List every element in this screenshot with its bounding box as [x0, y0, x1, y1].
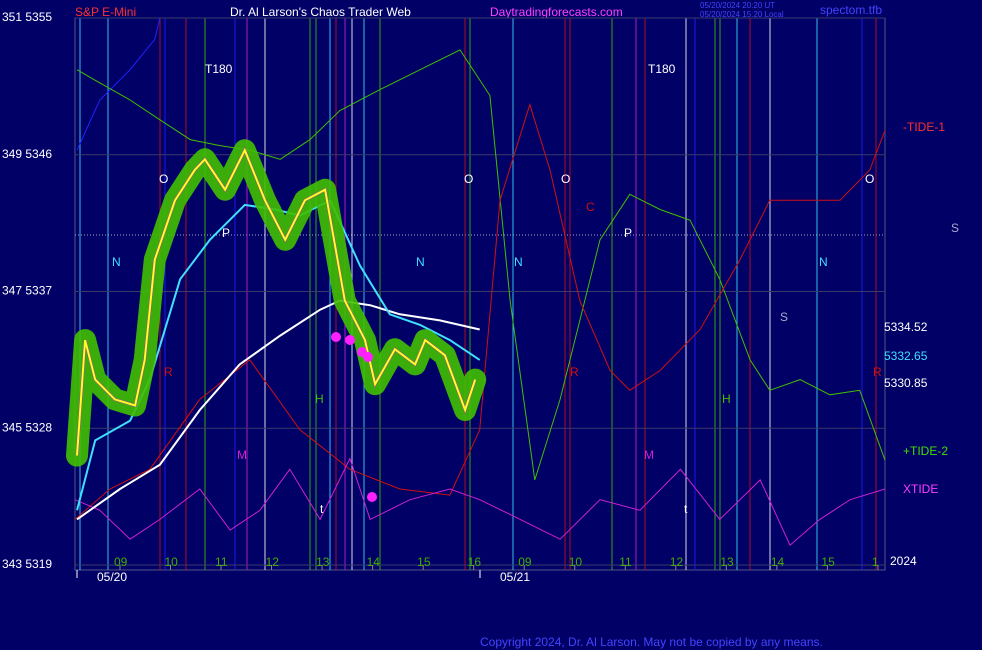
annotation: O [464, 172, 473, 186]
y-tick-label: 345 5328 [2, 420, 52, 434]
annotation: N [819, 255, 828, 269]
series-line [76, 299, 480, 521]
annotation: 5332.65 [884, 349, 928, 363]
x-tick-label: 14 [367, 555, 381, 569]
annotation: R [164, 365, 173, 379]
file-name: spectom.tfb [820, 3, 882, 17]
chart-title: Dr. Al Larson's Chaos Trader Web [230, 5, 411, 19]
annotation: H [315, 392, 324, 406]
x-tick-label: 11 [619, 555, 632, 569]
annotation: T180 [648, 62, 676, 76]
annotation: -TIDE-1 [903, 120, 945, 134]
annotation: N [514, 255, 523, 269]
price-glow [66, 139, 487, 467]
annotation: R [873, 365, 882, 379]
series-line [76, 17, 161, 151]
x-tick-label: 13 [316, 555, 330, 569]
annotation: 2024 [890, 554, 917, 568]
x-tick-label: 10 [569, 555, 583, 569]
annotation: R [570, 365, 579, 379]
annotation: O [159, 172, 168, 186]
annotation: M [644, 448, 654, 462]
x-tick-label: 14 [771, 555, 785, 569]
annotation: O [865, 172, 874, 186]
annotation: 5330.85 [884, 376, 928, 390]
x-tick-label: 12 [266, 555, 280, 569]
timestamp: 05/20/2024 20:20 UT [700, 1, 775, 10]
x-tick-label: 11 [215, 555, 228, 569]
x-tick-label: 12 [670, 555, 684, 569]
series-line [74, 102, 886, 520]
x-tick-label: 13 [720, 555, 734, 569]
instrument: S&P E-Mini [75, 5, 136, 19]
y-tick-label: 347 5337 [2, 284, 52, 298]
marker-dot [345, 335, 355, 345]
annotation: P [624, 226, 632, 240]
x-tick-label: 16 [468, 555, 482, 569]
annotation: O [561, 172, 570, 186]
annotation: C [586, 200, 595, 214]
x-tick-label: 10 [165, 555, 179, 569]
series-line [74, 457, 886, 547]
y-tick-label: 351 5355 [2, 10, 52, 24]
series-line [76, 147, 477, 456]
x-tick-label: 09 [518, 555, 532, 569]
x-tick-label: 1 [872, 555, 879, 569]
site: Daytradingforecasts.com [490, 5, 623, 19]
y-tick-label: 343 5319 [2, 557, 52, 571]
y-tick-label: 349 5346 [2, 147, 52, 161]
marker-dot [331, 332, 341, 342]
annotation: +TIDE-2 [903, 444, 948, 458]
annotation: 5334.52 [884, 320, 928, 334]
annotation: M [237, 448, 247, 462]
date-label: 05/20 [97, 570, 127, 584]
annotation: P [222, 226, 230, 240]
annotation: S [951, 221, 959, 235]
annotation: XTIDE [903, 482, 938, 496]
annotation: N [112, 255, 121, 269]
annotation: N [416, 255, 425, 269]
x-tick-label: 09 [114, 555, 128, 569]
annotation: t [320, 502, 324, 516]
series-line [76, 49, 886, 481]
marker-dot [367, 492, 377, 502]
annotation: T180 [205, 62, 233, 76]
x-tick-label: 15 [821, 555, 835, 569]
annotation: t [684, 502, 688, 516]
marker-dot [363, 352, 373, 362]
copyright: Copyright 2024, Dr. Al Larson. May not b… [480, 635, 823, 649]
annotation: H [722, 392, 731, 406]
date-label: 05/21 [500, 570, 530, 584]
x-tick-label: 15 [417, 555, 431, 569]
annotation: S [780, 310, 788, 324]
timestamp: 05/20/2024 15:20 Local [700, 10, 784, 19]
